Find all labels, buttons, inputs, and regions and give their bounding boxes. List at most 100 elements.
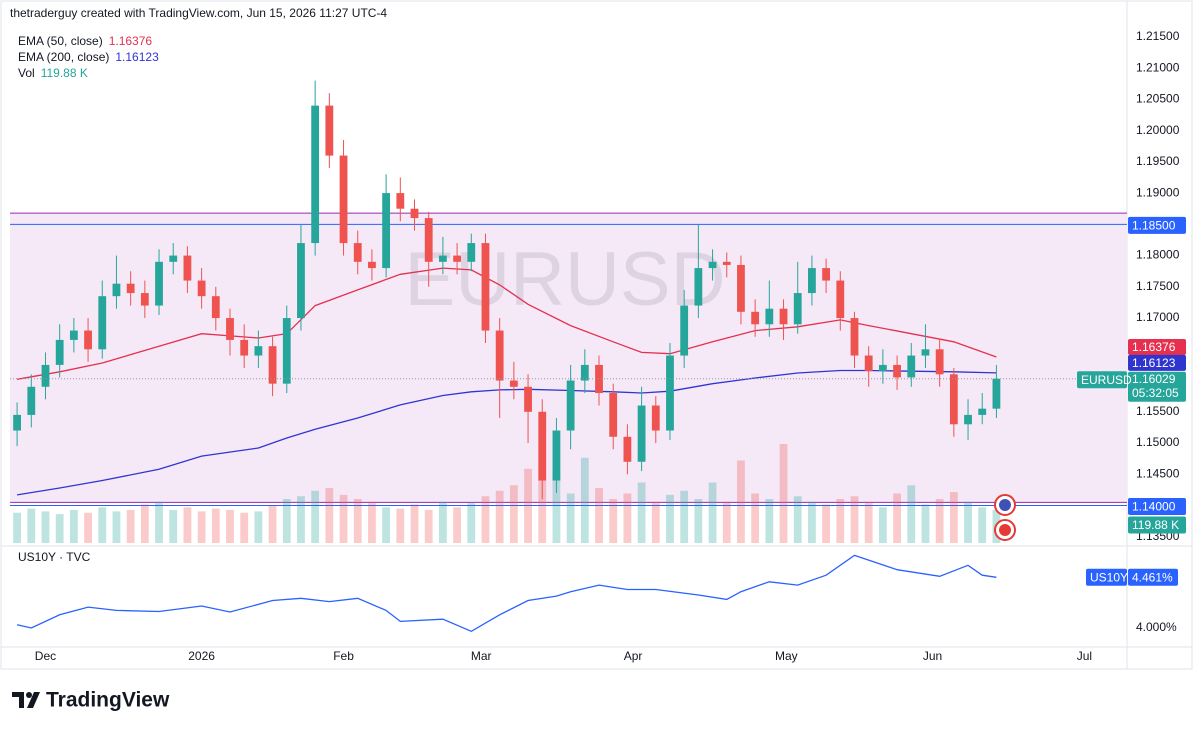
x-tick-label: Mar bbox=[471, 649, 492, 663]
candle-body bbox=[155, 261, 163, 306]
candle-body bbox=[297, 243, 305, 319]
x-tick-label: 2026 bbox=[188, 649, 215, 663]
candle-body bbox=[495, 330, 504, 381]
volume-bar bbox=[935, 499, 944, 543]
ema-price-label: 1.16376 bbox=[1132, 340, 1176, 354]
volume-bar bbox=[949, 492, 958, 543]
candle-body bbox=[808, 268, 816, 294]
candle-body bbox=[822, 268, 831, 281]
legend-value: 1.16123 bbox=[115, 50, 159, 64]
candle-body bbox=[893, 364, 901, 378]
x-tick-label: Apr bbox=[624, 649, 643, 663]
x-tick-label: Jul bbox=[1077, 649, 1092, 663]
volume-bar bbox=[98, 507, 107, 543]
volume-bar bbox=[396, 508, 405, 543]
volume-bar bbox=[382, 507, 391, 543]
candle-body bbox=[69, 330, 78, 340]
candle-body bbox=[509, 380, 518, 387]
volume-bar bbox=[453, 507, 461, 543]
candle-body bbox=[84, 330, 92, 350]
y-tick-label: 1.17500 bbox=[1136, 279, 1180, 293]
candle-body bbox=[623, 436, 632, 462]
ema-price-label-box bbox=[1128, 354, 1186, 371]
level-label: 1.14000 bbox=[1132, 500, 1176, 514]
volume-bar bbox=[495, 490, 504, 543]
candle-body bbox=[935, 349, 944, 375]
candle-body bbox=[538, 411, 547, 481]
candle-body bbox=[55, 339, 64, 365]
volume-bar bbox=[793, 496, 802, 543]
candle-body bbox=[467, 243, 476, 262]
candle-body bbox=[864, 355, 873, 372]
candle-body bbox=[595, 364, 603, 394]
volume-bar bbox=[864, 501, 873, 543]
y-tick-label: 1.21000 bbox=[1136, 60, 1180, 74]
yield-symbol-label-box bbox=[1086, 568, 1127, 586]
candle-body bbox=[27, 386, 36, 415]
candle-body bbox=[836, 280, 845, 319]
volume-bar bbox=[822, 504, 831, 543]
candle-body bbox=[708, 261, 717, 269]
legend-name: Vol bbox=[18, 66, 35, 80]
legend-value: 119.88 K bbox=[41, 66, 88, 80]
y-tick-label: 1.20500 bbox=[1136, 92, 1180, 106]
candle-body bbox=[368, 261, 376, 269]
candle-body bbox=[211, 296, 220, 319]
candle-body bbox=[140, 293, 149, 306]
volume-bar bbox=[595, 488, 603, 543]
candle-body bbox=[282, 318, 291, 384]
volume-bar bbox=[651, 501, 660, 543]
y-tick-label: 1.14500 bbox=[1136, 466, 1180, 480]
candle-body bbox=[325, 105, 334, 156]
volume-bar bbox=[211, 508, 220, 543]
volume-bar bbox=[240, 512, 249, 543]
candle-body bbox=[410, 208, 419, 219]
candle-body bbox=[98, 296, 107, 350]
candle-body bbox=[41, 364, 50, 387]
candle-body bbox=[382, 193, 391, 269]
volume-bar bbox=[183, 507, 192, 543]
candle-body bbox=[226, 318, 234, 340]
candle-body bbox=[453, 255, 461, 262]
volume-bar bbox=[424, 510, 433, 543]
candle-body bbox=[850, 318, 859, 356]
candle-body bbox=[424, 218, 433, 262]
event-icon-inner bbox=[999, 499, 1011, 511]
yield-price-label: 4.461% bbox=[1132, 570, 1173, 584]
ema-price-label-box bbox=[1128, 339, 1186, 356]
pane-title: US10Y · TVC bbox=[18, 550, 91, 564]
volume-bar bbox=[55, 514, 64, 543]
volume-bar bbox=[197, 511, 206, 543]
volume-bar bbox=[850, 496, 859, 543]
volume-bar bbox=[907, 485, 916, 543]
y-tick-label: 1.20000 bbox=[1136, 123, 1180, 137]
volume-bar bbox=[353, 499, 362, 543]
volume-bar bbox=[836, 499, 845, 543]
volume-bar bbox=[84, 512, 92, 543]
volume-bar bbox=[978, 507, 987, 543]
y-tick-label: 1.19000 bbox=[1136, 185, 1180, 199]
candle-body bbox=[793, 293, 802, 325]
candle-body bbox=[921, 349, 930, 356]
volume-bar bbox=[538, 479, 547, 543]
volume-bar bbox=[41, 511, 50, 543]
volume-bar bbox=[112, 511, 121, 543]
volume-bar bbox=[666, 494, 674, 543]
candle-body bbox=[949, 374, 958, 425]
volume-bar bbox=[751, 493, 760, 543]
candle-body bbox=[311, 105, 320, 244]
yield-price-label-box bbox=[1128, 568, 1178, 586]
candle-body bbox=[353, 243, 362, 262]
logo-dot bbox=[26, 692, 32, 698]
x-tick-label: Dec bbox=[35, 649, 56, 663]
y-tick-label: 1.17000 bbox=[1136, 310, 1180, 324]
legend-value: 1.16376 bbox=[109, 34, 153, 48]
brand-logo: TradingView bbox=[12, 689, 170, 712]
candle-body bbox=[978, 408, 987, 415]
volume-bar bbox=[481, 496, 490, 543]
volume-bar bbox=[509, 485, 518, 543]
event-icon-inner bbox=[999, 524, 1011, 536]
volume-bar bbox=[254, 511, 263, 543]
volume-bar bbox=[552, 474, 561, 543]
